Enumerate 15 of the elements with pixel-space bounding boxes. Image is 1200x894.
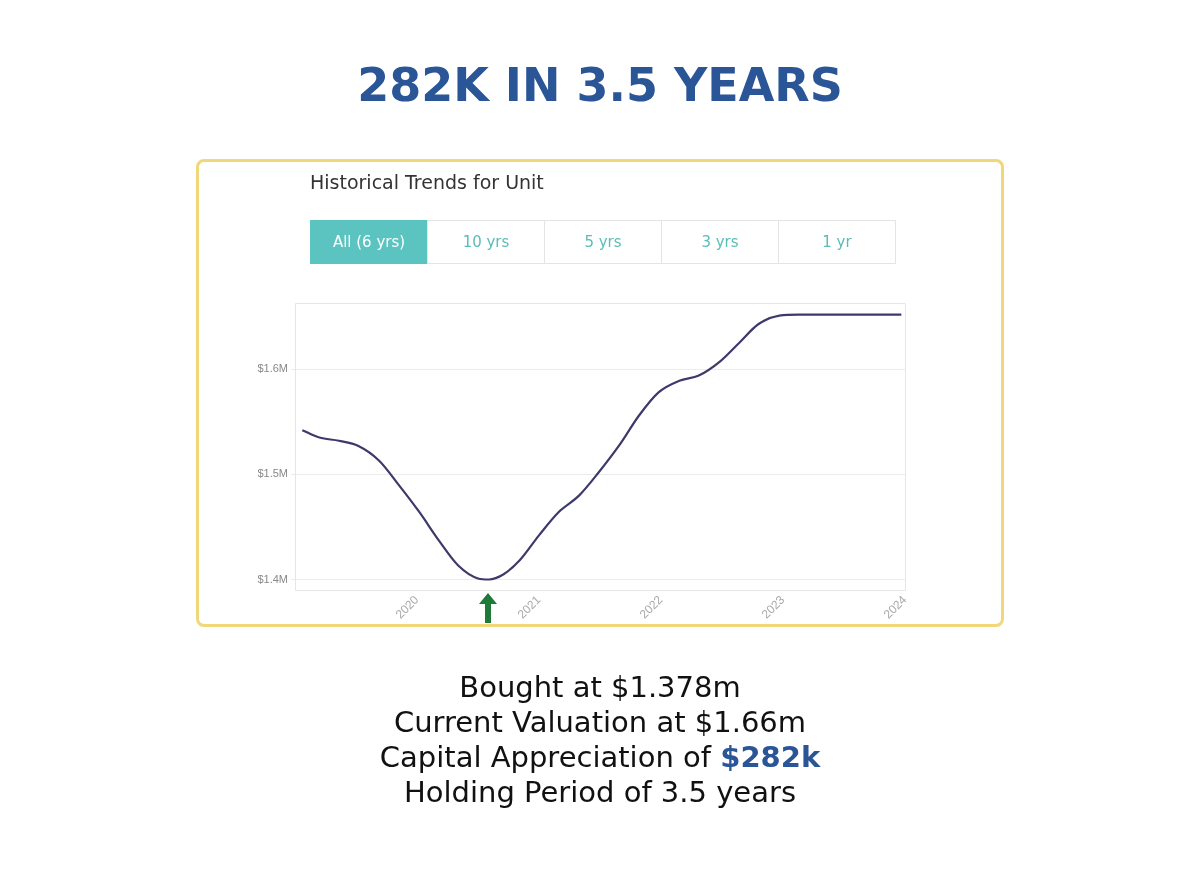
text: 5 yrs — [544, 220, 662, 264]
text: 3 yrs — [661, 220, 779, 264]
line-series — [301, 313, 903, 581]
chart-subtitle: Historical Trends for Unit — [310, 171, 544, 193]
text: 1 yr — [778, 220, 896, 264]
text: Capital Appreciation of $282k — [378, 740, 822, 775]
y-tick-label: $1.5M — [257, 467, 288, 480]
text: Holding Period of 3.5 years — [402, 775, 797, 810]
chart-title: 282K IN 3.5 YEARS — [356, 58, 844, 112]
text: Current Valuation at $1.66m — [392, 705, 808, 740]
y-tick-label: $1.6M — [257, 362, 288, 375]
text: All (6 yrs) — [310, 220, 428, 264]
text: 10 yrs — [427, 220, 545, 264]
y-tick-label: $1.4M — [257, 572, 288, 585]
text: Bought at $1.378m — [458, 670, 742, 705]
